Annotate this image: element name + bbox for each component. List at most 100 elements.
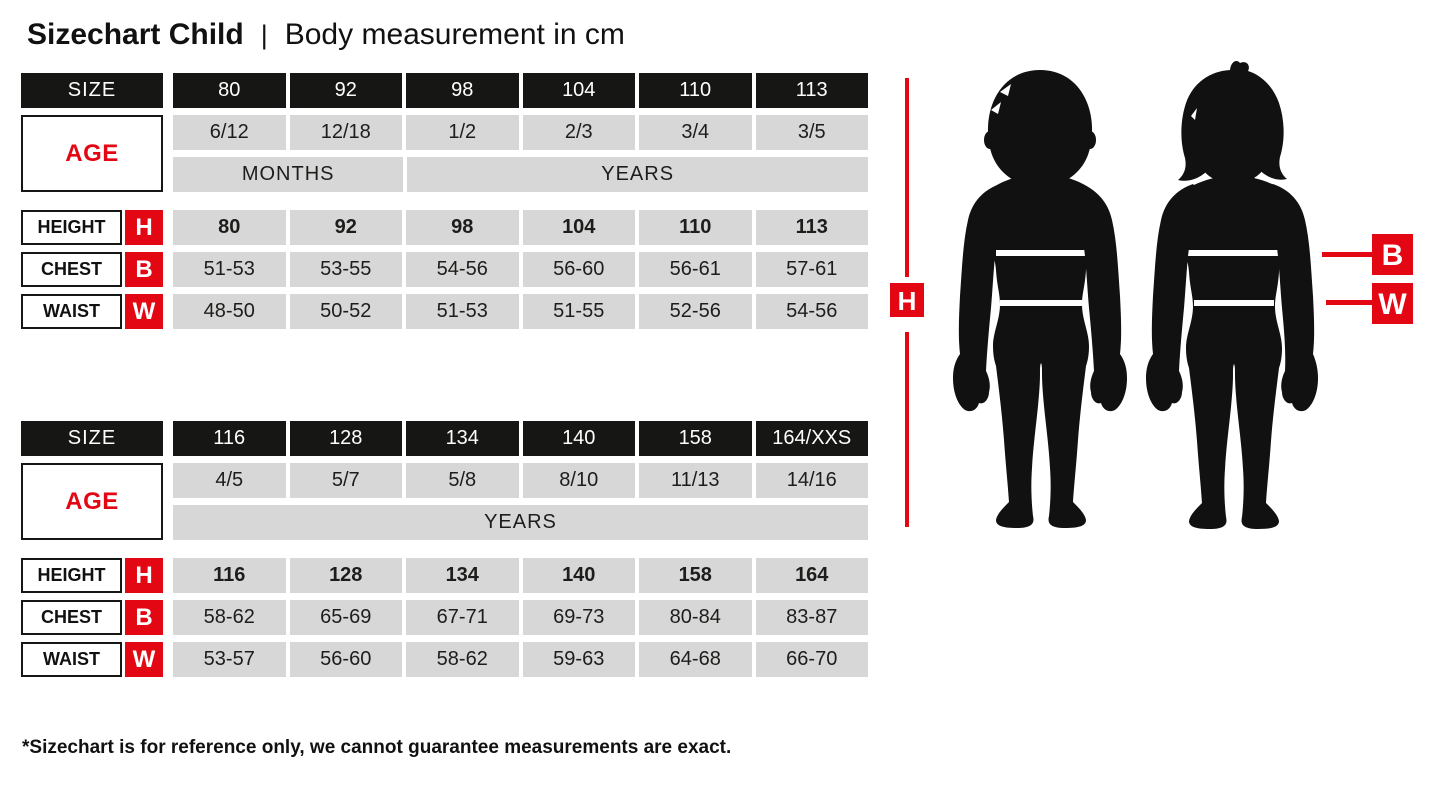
measure-row: HEIGHT H 80 92 98 104 110 113 [21, 210, 868, 245]
age-cell: 5/8 [406, 463, 519, 498]
value-cell: 83-87 [755, 600, 868, 635]
value-cell: 58-62 [173, 600, 286, 635]
age-value-cells: 6/12 12/18 1/2 2/3 3/4 3/5 [173, 115, 868, 150]
value-cell: 56-61 [639, 252, 752, 287]
value-cell: 98 [406, 210, 519, 245]
value-cell: 92 [289, 210, 402, 245]
boy-head [987, 70, 1093, 187]
size-cell: 134 [406, 421, 519, 456]
value-cells: 58-62 65-69 67-71 69-73 80-84 83-87 [173, 600, 868, 635]
boy-hair-highlight [991, 84, 1011, 114]
page-header: Sizechart Child | Body measurement in cm [27, 18, 625, 52]
age-label: AGE [21, 463, 163, 540]
age-cell: 14/16 [755, 463, 868, 498]
measure-label: CHEST [21, 252, 122, 287]
value-cell: 134 [406, 558, 519, 593]
value-cell: 56-60 [522, 252, 635, 287]
measure-row: CHEST B 51-53 53-55 54-56 56-60 56-61 57-61 [21, 252, 868, 287]
value-cell: 164 [755, 558, 868, 593]
value-cell: 53-57 [173, 642, 286, 677]
height-key-label: H [898, 286, 917, 316]
age-cell: 3/4 [639, 115, 752, 150]
age-cell: 4/5 [173, 463, 286, 498]
age-block: AGE 4/5 5/7 5/8 8/10 11/13 14/16 YEARS [21, 463, 868, 540]
waist-key-label: W [1378, 288, 1407, 321]
age-value-cells: 4/5 5/7 5/8 8/10 11/13 14/16 [173, 463, 868, 498]
height-measure-line [905, 78, 909, 527]
age-unit-cell: YEARS [407, 157, 868, 192]
value-cells: 80 92 98 104 110 113 [173, 210, 868, 245]
measure-row: WAIST W 53-57 56-60 58-62 59-63 64-68 66-70 [21, 642, 868, 677]
measure-row: CHEST B 58-62 65-69 67-71 69-73 80-84 83-87 [21, 600, 868, 635]
value-cell: 54-56 [755, 294, 868, 329]
body-measurement-figure: H [880, 58, 1441, 538]
value-cells: 116 128 134 140 158 164 [173, 558, 868, 593]
measure-label: WAIST [21, 642, 122, 677]
size-cell: 92 [289, 73, 402, 108]
value-cell: 69-73 [522, 600, 635, 635]
value-cell: 51-53 [173, 252, 286, 287]
boy-arm-left [953, 184, 1008, 412]
value-cell: 50-52 [289, 294, 402, 329]
value-cell: 58-62 [406, 642, 519, 677]
value-cell: 53-55 [289, 252, 402, 287]
age-label: AGE [21, 115, 163, 192]
measure-row: WAIST W 48-50 50-52 51-53 51-55 52-56 54-56 [21, 294, 868, 329]
girl-hair-highlight [1191, 108, 1197, 120]
figure-svg: H [890, 61, 1413, 529]
value-cell: 64-68 [639, 642, 752, 677]
value-cell: 59-63 [522, 642, 635, 677]
value-cell: 113 [755, 210, 868, 245]
value-cell: 104 [522, 210, 635, 245]
size-table-toddler: SIZE 80 92 98 104 110 113 AGE 6/12 12/18 1/2 2/3 3/4… [21, 73, 868, 336]
girl-arm-right [1266, 184, 1318, 412]
value-cell: 116 [173, 558, 286, 593]
boy-chest-line [996, 250, 1089, 256]
value-cells: 48-50 50-52 51-53 51-55 52-56 54-56 [173, 294, 868, 329]
age-cell: 11/13 [639, 463, 752, 498]
age-cell: 8/10 [522, 463, 635, 498]
girl-hair [1178, 61, 1287, 181]
size-cell: 104 [522, 73, 635, 108]
girl-chest-line [1188, 250, 1280, 256]
boy-arm-right [1072, 184, 1127, 412]
value-cell: 51-53 [406, 294, 519, 329]
size-header-row: SIZE 116 128 134 140 158 164/XXS [21, 421, 868, 456]
size-header-label: SIZE [21, 421, 163, 456]
value-cell: 110 [639, 210, 752, 245]
age-unit-cells: MONTHS YEARS [173, 157, 868, 192]
value-cell: 67-71 [406, 600, 519, 635]
age-rows: 4/5 5/7 5/8 8/10 11/13 14/16 YEARS [163, 463, 868, 540]
size-cell: 110 [639, 73, 752, 108]
value-cell: 51-55 [522, 294, 635, 329]
waist-measure-line [1326, 300, 1372, 305]
chest-measure-line [1322, 252, 1372, 257]
value-cell: 57-61 [755, 252, 868, 287]
age-cell: 12/18 [289, 115, 402, 150]
value-cell: 140 [522, 558, 635, 593]
age-cell: 5/7 [289, 463, 402, 498]
waist-key-badge: W [1372, 283, 1413, 324]
section-spacer [21, 547, 868, 558]
age-block: AGE 6/12 12/18 1/2 2/3 3/4 3/5 MONTHS YEARS [21, 115, 868, 192]
age-cell: 6/12 [173, 115, 286, 150]
size-header-label: SIZE [21, 73, 163, 108]
size-header-row: SIZE 80 92 98 104 110 113 [21, 73, 868, 108]
age-unit-cell: MONTHS [173, 157, 404, 192]
girl-silhouette [1146, 61, 1318, 529]
size-table-kids: SIZE 116 128 134 140 158 164/XXS AGE 4/5 5/7 5/8 8/… [21, 421, 868, 684]
boy-silhouette [953, 70, 1127, 528]
boy-body [972, 153, 1110, 528]
value-cell: 66-70 [755, 642, 868, 677]
size-cell: 158 [639, 421, 752, 456]
measure-key-badge: B [125, 252, 163, 287]
value-cell: 80-84 [639, 600, 752, 635]
size-cells: 116 128 134 140 158 164/XXS [173, 421, 868, 456]
measure-label: HEIGHT [21, 558, 122, 593]
height-key-badge: H [890, 283, 924, 317]
age-cell: 3/5 [755, 115, 868, 150]
section-spacer [21, 199, 868, 210]
girl-arm-left [1146, 184, 1201, 412]
measure-key-badge: W [125, 294, 163, 329]
